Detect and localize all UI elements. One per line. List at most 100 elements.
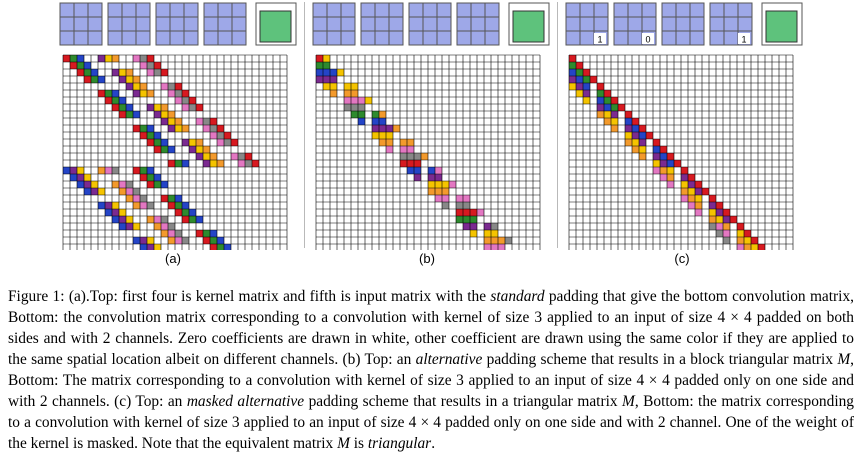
matrix-cell [428, 181, 435, 188]
matrix-cell [245, 153, 252, 160]
matrix-cell [323, 69, 330, 76]
panel-a [59, 2, 297, 280]
matrix-cell [182, 104, 189, 111]
matrix-cell [189, 216, 196, 223]
matrix-cell [386, 139, 393, 146]
matrix-cell [400, 160, 407, 167]
matrix-cell [723, 237, 730, 244]
caption-emphasis: masked alternative [186, 393, 305, 410]
matrix-cell [189, 146, 196, 153]
matrix-cell [653, 167, 660, 174]
matrix-cell [611, 111, 618, 118]
matrix-cell [351, 111, 358, 118]
matrix-cell [84, 76, 91, 83]
matrix-cell [660, 174, 667, 181]
matrix-cell [583, 83, 590, 90]
matrix-cell [119, 209, 126, 216]
matrix-cell [182, 209, 189, 216]
matrix-cell [428, 167, 435, 174]
caption-text: padding scheme that results in a triangu… [304, 393, 623, 410]
matrix-cell [316, 76, 323, 83]
matrix-cell [126, 188, 133, 195]
matrix-cell [168, 118, 175, 125]
matrix-cell [147, 132, 154, 139]
matrix-cell [463, 209, 470, 216]
matrix-cell [667, 174, 674, 181]
matrix-cell [112, 167, 119, 174]
matrix-cell [597, 104, 604, 111]
matrix-cell [161, 230, 168, 237]
matrix-cell [681, 174, 688, 181]
matrix-cell [140, 174, 147, 181]
matrix-cell [716, 202, 723, 209]
matrix-cell [147, 237, 154, 244]
kernel-mask-box [738, 33, 750, 44]
matrix-cell [709, 209, 716, 216]
matrix-cell [161, 139, 168, 146]
matrix-cell [224, 139, 231, 146]
matrix-cell [203, 146, 210, 153]
matrix-cell [498, 244, 505, 251]
matrix-cell [91, 181, 98, 188]
matrix-cell [456, 195, 463, 202]
matrix-cell [498, 237, 505, 244]
matrix-cell [632, 146, 639, 153]
matrix-cell [386, 125, 393, 132]
matrix-cell [140, 237, 147, 244]
matrix-cell [224, 132, 231, 139]
matrix-cell [744, 237, 751, 244]
matrix-cell [646, 132, 653, 139]
matrix-cell [133, 55, 140, 62]
matrix-cell [70, 55, 77, 62]
matrix-cell [583, 90, 590, 97]
matrix-cell [576, 76, 583, 83]
matrix-cell [196, 139, 203, 146]
matrix-cell [737, 237, 744, 244]
matrix-cell [112, 90, 119, 97]
matrix-cell [126, 216, 133, 223]
matrix-cell [84, 69, 91, 76]
matrix-cell [569, 83, 576, 90]
matrix-cell [168, 195, 175, 202]
matrix-cell [576, 62, 583, 69]
matrix-cell [126, 181, 133, 188]
matrix-cell [217, 160, 224, 167]
matrix-cell [196, 153, 203, 160]
caption-emphasis: triangular [367, 435, 432, 452]
matrix-cell [182, 202, 189, 209]
matrix-cell [133, 202, 140, 209]
matrix-cell [112, 55, 119, 62]
matrix-cell [133, 90, 140, 97]
matrix-cell [758, 244, 765, 251]
matrix-cell [112, 202, 119, 209]
matrix-cell [323, 83, 330, 90]
panel-label-b: (b) [419, 251, 435, 266]
matrix-cell [182, 139, 189, 146]
matrix-cell [372, 125, 379, 132]
matrix-cell [491, 223, 498, 230]
kernel-mask-value: 1 [597, 35, 602, 45]
matrix-cell [231, 139, 238, 146]
matrix-cell [660, 160, 667, 167]
matrix-cell [702, 188, 709, 195]
kernel-matrix [107, 2, 151, 46]
kernel-matrix [203, 2, 247, 46]
matrix-cell [463, 202, 470, 209]
matrix-cell [91, 69, 98, 76]
matrix-cell [597, 90, 604, 97]
kernel-matrix [709, 2, 753, 46]
matrix-cell [688, 188, 695, 195]
matrix-cell [590, 76, 597, 83]
matrix-cell [147, 216, 154, 223]
caption-text: , Bottom: the matrix corresponding to a … [8, 393, 854, 452]
matrix-cell [625, 111, 632, 118]
matrix-cell [161, 216, 168, 223]
matrix-cell [140, 90, 147, 97]
matrix-cell [435, 167, 442, 174]
matrix-cell [407, 160, 414, 167]
matrix-cell [119, 97, 126, 104]
matrix-cell [84, 181, 91, 188]
matrix-cell [154, 111, 161, 118]
matrix-cell [168, 230, 175, 237]
matrix-cell [477, 209, 484, 216]
